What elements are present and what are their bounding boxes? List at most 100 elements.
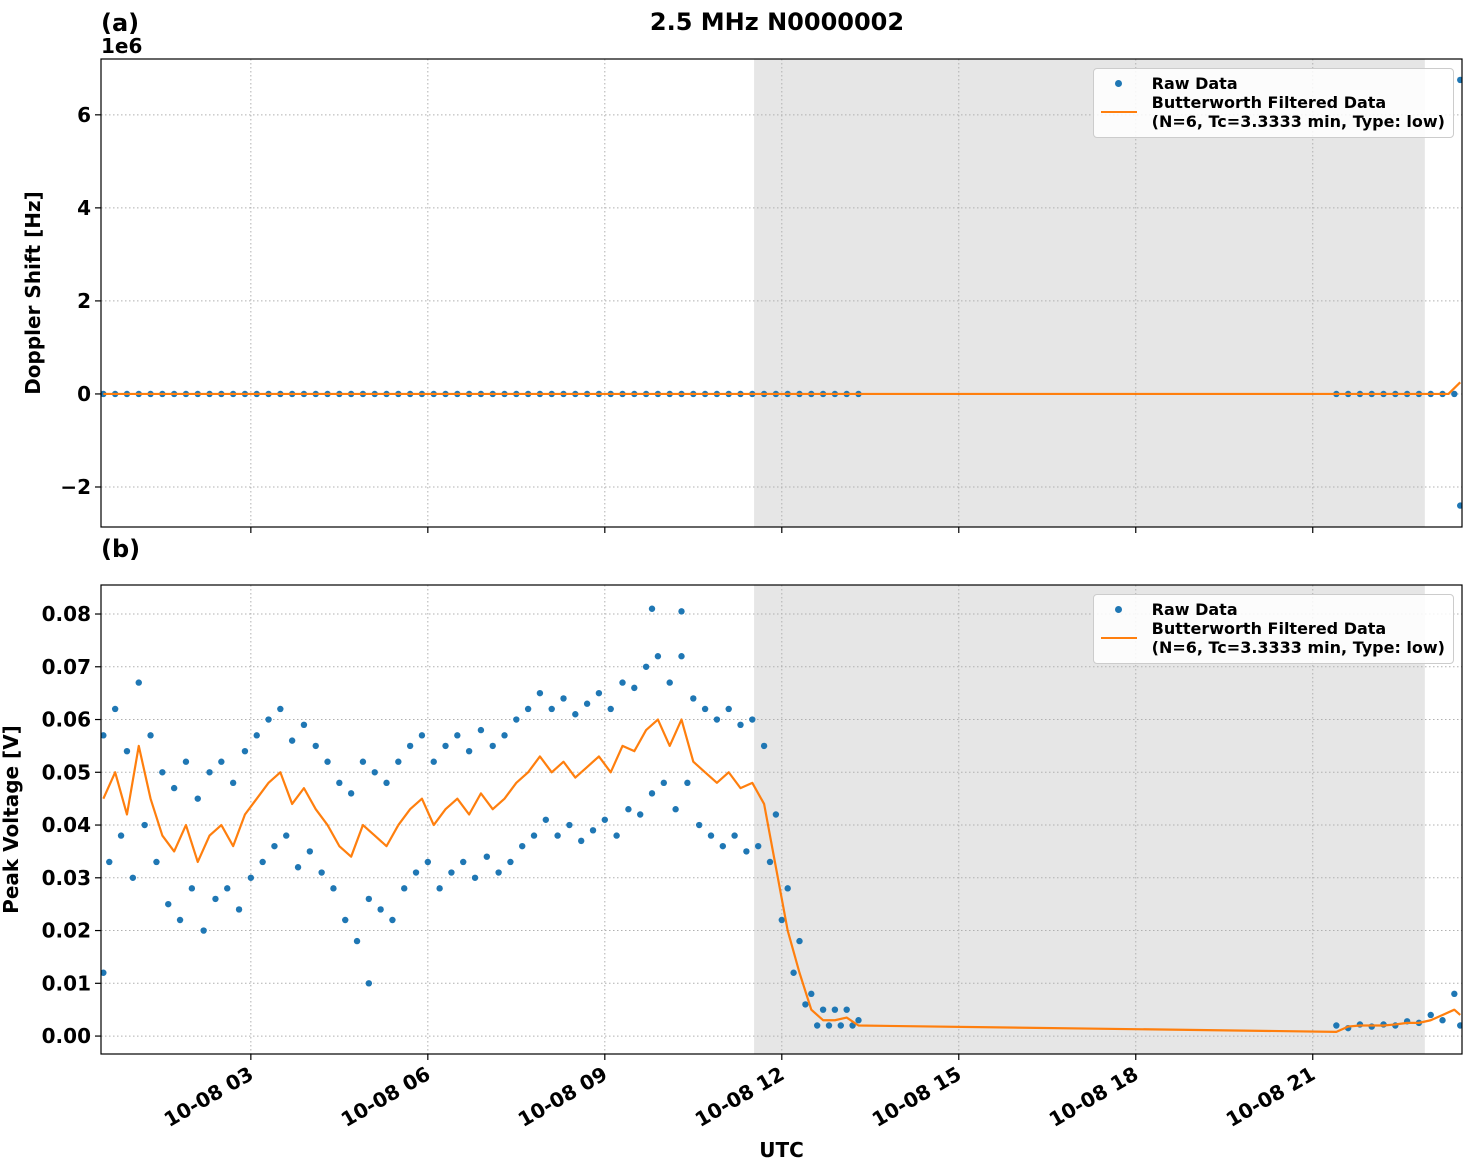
raw-point: [247, 874, 255, 881]
legend-swatch: [1100, 637, 1137, 639]
axes-frame: [100, 584, 1463, 1055]
raw-point: [365, 895, 373, 903]
raw-point: [483, 853, 491, 860]
raw-point: [141, 821, 148, 829]
raw-point: [342, 916, 349, 924]
raw-point: [165, 900, 172, 908]
raw-point: [1333, 1022, 1340, 1029]
legend-swatch: [1100, 111, 1137, 113]
raw-point: [200, 927, 207, 934]
legend-key: [1100, 102, 1138, 122]
raw-point: [412, 869, 420, 876]
raw-point: [430, 758, 437, 765]
legend-key: [1100, 628, 1138, 648]
raw-point: [513, 716, 520, 723]
y-tick-label: 0.07: [42, 655, 91, 679]
raw-point: [548, 705, 555, 713]
raw-point: [241, 747, 249, 755]
raw-point: [1451, 990, 1458, 998]
raw-point: [542, 816, 550, 823]
raw-point: [460, 858, 467, 866]
raw-point: [336, 779, 343, 787]
legend-label: Raw Data: [1151, 73, 1238, 93]
raw-point: [743, 848, 750, 855]
x-tick-label: 10-08 03: [160, 1062, 258, 1132]
plot-area: [101, 76, 1462, 509]
y-tick-label: 6: [77, 103, 91, 127]
raw-point: [819, 1006, 827, 1013]
raw-point: [306, 848, 314, 855]
x-tick-label: 10-08 12: [691, 1062, 789, 1132]
raw-point: [265, 716, 272, 723]
raw-point: [766, 858, 774, 866]
raw-point: [684, 779, 691, 787]
raw-point: [271, 842, 278, 850]
raw-point: [418, 732, 426, 739]
raw-point: [672, 806, 679, 813]
raw-point: [471, 874, 479, 881]
legend-entry: Raw Data: [1100, 599, 1445, 619]
x-tick-label: 10-08 18: [1045, 1062, 1143, 1132]
raw-point: [507, 858, 514, 866]
raw-point: [501, 732, 508, 739]
raw-point: [229, 779, 237, 787]
legend-entry: Butterworth Filtered Data (N=6, Tc=3.333…: [1100, 619, 1445, 657]
raw-point: [1451, 390, 1458, 398]
raw-point: [383, 779, 390, 787]
raw-point: [495, 869, 502, 876]
x-tick-label: 10-08 09: [514, 1062, 612, 1132]
raw-point: [212, 895, 219, 903]
y-tick-label: 2: [77, 289, 91, 313]
y-tick-label: 0.02: [42, 919, 91, 943]
raw-point: [159, 769, 166, 776]
raw-point: [106, 858, 113, 866]
raw-point: [631, 684, 638, 692]
raw-point: [1457, 1022, 1462, 1029]
raw-point: [595, 689, 603, 697]
raw-point: [101, 732, 107, 739]
raw-point: [660, 779, 668, 787]
raw-point: [365, 980, 373, 987]
raw-point: [294, 864, 302, 871]
y-tick-label: 0.08: [42, 602, 91, 626]
raw-point: [448, 869, 455, 876]
raw-point: [347, 790, 355, 797]
raw-point: [182, 758, 190, 765]
x-tick-label: 10-08 15: [868, 1062, 966, 1132]
legend: Raw Data Butterworth Filtered Data (N=6, …: [1092, 68, 1454, 138]
raw-point: [206, 769, 213, 776]
raw-point: [707, 832, 715, 839]
plot-area: [101, 605, 1462, 1033]
raw-point: [749, 716, 756, 723]
raw-point: [194, 795, 201, 802]
filtered-line: [102, 718, 1461, 1033]
raw-point: [330, 885, 337, 892]
raw-point: [725, 705, 732, 713]
raw-point: [170, 784, 178, 792]
legend-label: Butterworth Filtered Data (N=6, Tc=3.333…: [1151, 619, 1445, 657]
raw-point: [813, 1022, 821, 1029]
raw-point: [424, 858, 432, 866]
raw-point: [123, 747, 131, 755]
raw-point: [101, 969, 107, 976]
y-tick-label: 0.04: [42, 813, 91, 837]
raw-point: [371, 769, 378, 776]
raw-point: [678, 653, 685, 660]
raw-point: [625, 806, 632, 813]
raw-point: [353, 937, 361, 945]
raw-point: [713, 716, 721, 723]
y-tick-label: 0.05: [42, 760, 91, 784]
raw-point: [808, 990, 815, 998]
raw-point: [731, 832, 738, 839]
legend-key: [1100, 73, 1138, 93]
raw-point: [583, 700, 591, 707]
legend-label: Raw Data: [1151, 599, 1238, 619]
raw-point: [754, 842, 762, 850]
filtered-line: [103, 381, 1462, 396]
raw-point: [701, 705, 709, 713]
raw-point: [377, 906, 384, 913]
raw-point: [837, 1022, 844, 1029]
raw-point: [831, 1006, 839, 1013]
